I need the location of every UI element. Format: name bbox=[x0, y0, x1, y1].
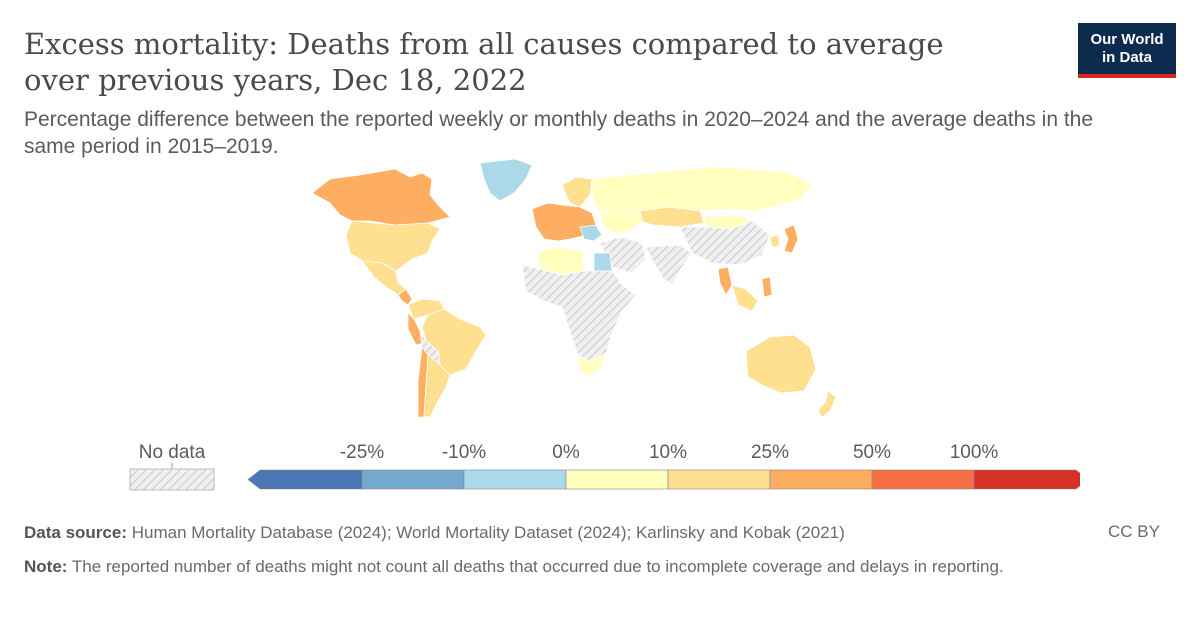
region-thailand[interactable] bbox=[717, 266, 733, 296]
region-central-asia[interactable] bbox=[599, 210, 643, 234]
license-link[interactable]: CC BY bbox=[1108, 522, 1160, 541]
legend-tick-label: 50% bbox=[853, 442, 891, 463]
data-source-text: Human Mortality Database (2024); World M… bbox=[131, 523, 845, 542]
region-japan[interactable] bbox=[783, 224, 799, 254]
legend-bin-1[interactable] bbox=[361, 469, 465, 490]
data-source-label: Data source: bbox=[24, 523, 127, 542]
legend-bin-6[interactable] bbox=[871, 469, 975, 490]
region-south-africa[interactable] bbox=[577, 352, 607, 378]
region-china[interactable] bbox=[679, 220, 771, 266]
legend-tick-label: 10% bbox=[649, 442, 687, 463]
region-new-zealand[interactable] bbox=[817, 390, 837, 418]
legend-bin-0[interactable] bbox=[247, 469, 363, 490]
region-sub-saharan-africa[interactable] bbox=[521, 264, 637, 362]
logo-accent-bar bbox=[1078, 74, 1176, 78]
data-source-line: Data source: Human Mortality Database (2… bbox=[24, 522, 1084, 544]
legend-tick-label: -25% bbox=[340, 442, 384, 463]
legend-tick-label: -10% bbox=[442, 442, 486, 463]
region-philippines[interactable] bbox=[761, 276, 773, 298]
legend-tick-label: 100% bbox=[950, 442, 999, 463]
region-balkans[interactable] bbox=[579, 224, 603, 242]
legend-bin-7[interactable] bbox=[973, 469, 1080, 490]
region-nordic[interactable] bbox=[561, 176, 593, 208]
logo-line-1: Our World bbox=[1090, 31, 1164, 48]
region-kazakhstan[interactable] bbox=[639, 206, 705, 228]
region-egypt[interactable] bbox=[593, 252, 613, 272]
region-india[interactable] bbox=[645, 244, 693, 286]
legend-bin-5[interactable] bbox=[769, 469, 873, 490]
region-canada[interactable] bbox=[311, 168, 451, 226]
note-line: Note: The reported number of deaths migh… bbox=[24, 556, 1154, 578]
region-australia[interactable] bbox=[745, 334, 817, 394]
region-southeast-asia[interactable] bbox=[731, 284, 759, 312]
note-label: Note: bbox=[24, 557, 68, 576]
legend-no-data-label: No data bbox=[139, 442, 206, 463]
legend-bin-4[interactable] bbox=[667, 469, 771, 490]
legend-no-data-swatch bbox=[129, 468, 215, 491]
owid-logo[interactable]: Our World in Data bbox=[1078, 23, 1176, 78]
world-map[interactable] bbox=[300, 155, 840, 435]
region-central-america[interactable] bbox=[397, 288, 413, 306]
legend-tick-label: 0% bbox=[552, 442, 580, 463]
region-greenland[interactable] bbox=[479, 158, 533, 202]
logo-line-2: in Data bbox=[1101, 49, 1152, 66]
legend-tick-label: 25% bbox=[751, 442, 789, 463]
legend-bin-3[interactable] bbox=[565, 469, 669, 490]
chart-title: Excess mortality: Deaths from all causes… bbox=[24, 27, 944, 97]
legend-ticks: -25% -10% 0% 10% 25% 50% 100% bbox=[340, 442, 999, 463]
region-united-states[interactable] bbox=[345, 220, 441, 272]
region-south-korea[interactable] bbox=[769, 234, 781, 248]
legend-bins bbox=[247, 469, 1080, 490]
chart-subtitle: Percentage difference between the report… bbox=[24, 108, 1094, 158]
region-argentina[interactable] bbox=[423, 354, 451, 418]
region-russia[interactable] bbox=[591, 166, 813, 214]
color-legend: No data -25% -10% 0% 10% 25% 50% 100% bbox=[129, 442, 1080, 491]
legend-bin-2[interactable] bbox=[463, 469, 567, 490]
note-text: The reported number of deaths might not … bbox=[71, 557, 1004, 576]
